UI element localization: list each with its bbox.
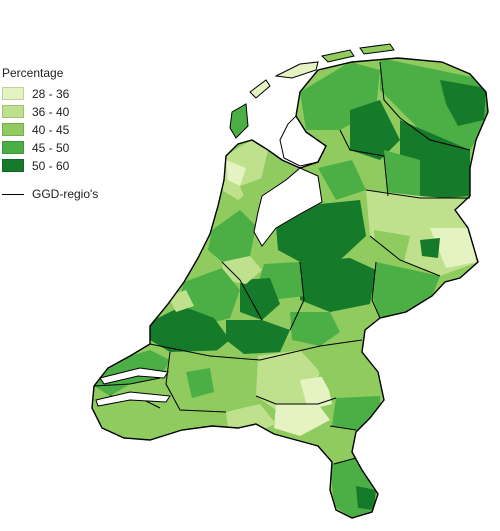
legend-item: 45 - 50: [2, 139, 152, 156]
region-rivierenland: [290, 312, 340, 346]
legend-swatch: [2, 87, 24, 100]
region-breda: [186, 368, 214, 398]
region-zuid-holland-zuid: [226, 320, 290, 354]
island-texel: [229, 103, 249, 139]
region-twente-oost: [430, 228, 476, 268]
legend-item: 50 - 60: [2, 157, 152, 174]
map-legend: Percentage 28 - 36 36 - 40 40 - 45 45 - 50 5…: [2, 66, 152, 201]
island-vlieland: [249, 79, 271, 99]
region-west-brabant: [166, 350, 260, 414]
island-ameland: [320, 49, 355, 63]
region-friesland-zuid: [350, 100, 400, 160]
legend-label: 40 - 45: [32, 122, 70, 137]
ggd-boundary-friesland: [339, 129, 389, 197]
island-terschelling: [274, 61, 319, 79]
region-noordoostpolder: [318, 160, 366, 200]
ggd-boundary-drenthe: [365, 189, 470, 199]
legend-label: 50 - 60: [32, 158, 70, 173]
ggd-boundary-gelderland: [371, 261, 381, 319]
region-achterhoek: [372, 262, 440, 318]
ggd-boundary-limburg: [329, 425, 357, 465]
ggd-boundary-groningen: [379, 61, 471, 151]
westerschelde-channel: [95, 391, 171, 407]
region-ijsselland: [374, 230, 410, 262]
legend-classes: 28 - 36 36 - 40 40 - 45 45 - 50 50 - 60: [2, 85, 152, 174]
boundary-label: GGD-regio's: [32, 187, 99, 201]
ggd-boundary-amsterdam: [221, 261, 263, 321]
wadden-islands: [229, 43, 395, 139]
region-rotterdam-rijnmond: [150, 306, 230, 356]
legend-swatch: [2, 141, 24, 154]
region-zaanstreek: [208, 210, 256, 262]
legend-swatch: [2, 105, 24, 118]
boundary-line-swatch: [2, 193, 24, 195]
region-amsterdam: [222, 256, 262, 284]
ggd-boundary-west-brabant: [165, 351, 227, 413]
ijsselmeer-water: [253, 167, 323, 247]
legend-label: 45 - 50: [32, 140, 70, 155]
country-outline: [91, 57, 489, 519]
legend-label: 28 - 36: [32, 86, 70, 101]
ggd-boundary-brabant: [255, 395, 337, 405]
ggd-boundaries: [93, 61, 471, 465]
region-brabant-zuidoost: [274, 404, 330, 436]
region-groningen: [380, 58, 488, 150]
region-oost-groningen: [440, 80, 486, 126]
region-midden-limburg: [324, 426, 356, 464]
island-schiermonnikoog: [359, 43, 395, 55]
legend-label: 36 - 40: [32, 104, 70, 119]
region-kempen: [226, 404, 276, 434]
region-parkstad: [356, 486, 376, 510]
legend-item: 28 - 36: [2, 85, 152, 102]
legend-item: 36 - 40: [2, 103, 152, 120]
ggd-boundary-rivers: [149, 339, 363, 361]
region-drenthe-west: [384, 150, 420, 200]
region-twente-centrum: [420, 238, 440, 258]
ggd-boundary-ijsselland: [369, 235, 441, 277]
legend-swatch: [2, 123, 24, 136]
region-flevoland: [276, 200, 366, 262]
region-den-helder: [226, 160, 246, 186]
legend-item: 40 - 45: [2, 121, 152, 138]
legend-boundary-row: GGD-regio's: [2, 187, 152, 201]
region-utrecht: [240, 278, 280, 320]
region-zeeuws-vlaanderen: [92, 398, 160, 438]
ggd-boundary-utrecht: [289, 261, 305, 331]
region-gelderland-midden: [300, 258, 376, 312]
legend-title: Percentage: [2, 66, 64, 80]
legend-swatch: [2, 159, 24, 172]
zeeland-channels: [95, 367, 171, 407]
oosterschelde-channel: [99, 367, 169, 385]
